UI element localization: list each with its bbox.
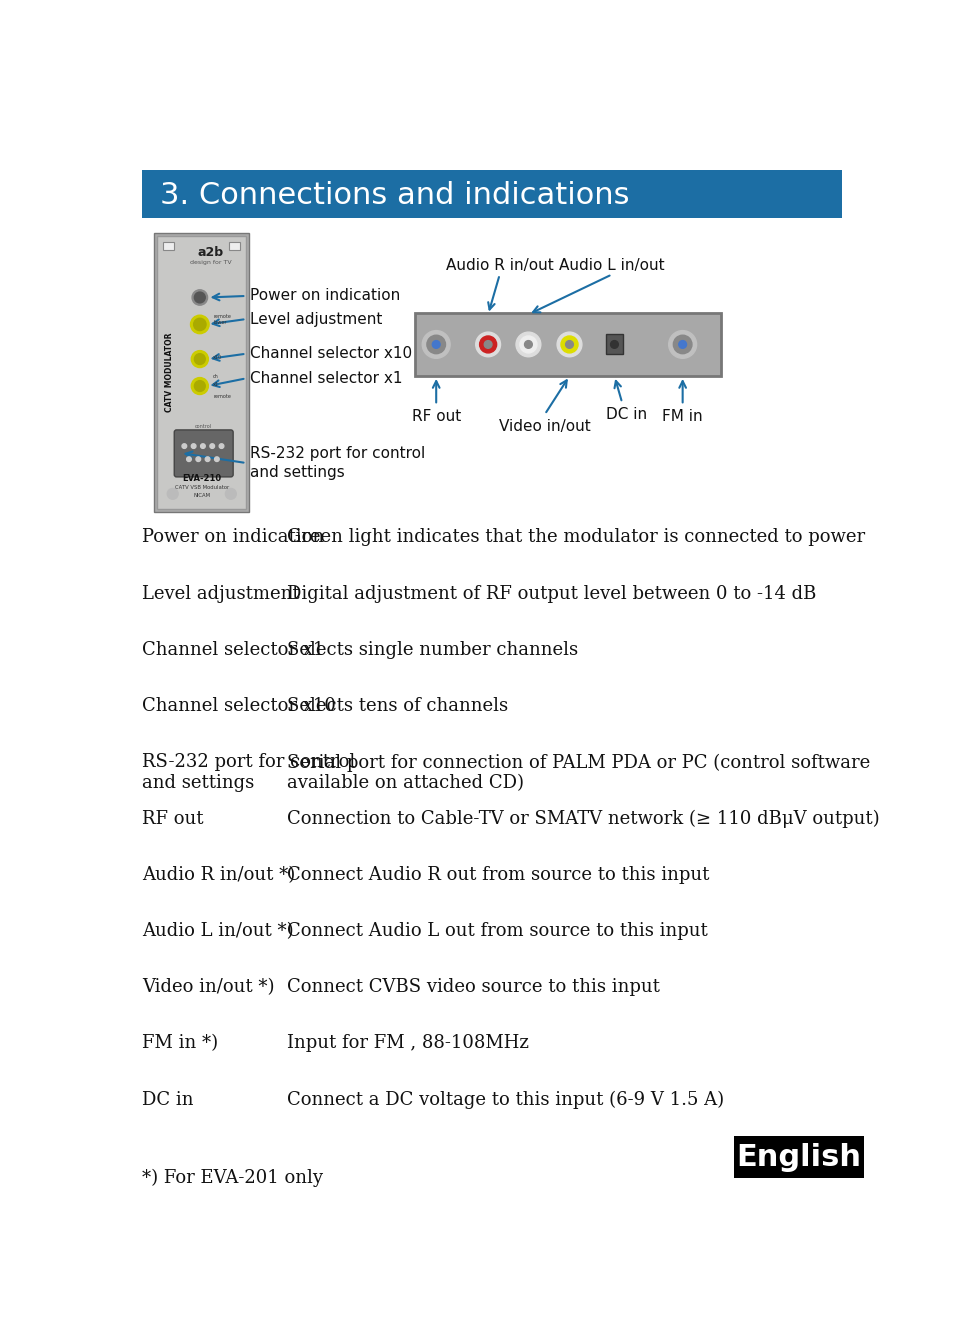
Text: remote: remote: [214, 314, 231, 319]
Text: Audio R in/out: Audio R in/out: [445, 258, 554, 273]
Circle shape: [611, 340, 618, 348]
Circle shape: [182, 444, 186, 449]
Text: 5: 5: [811, 1161, 824, 1178]
FancyBboxPatch shape: [157, 236, 247, 510]
Text: Audio L in/out: Audio L in/out: [560, 258, 665, 273]
Text: FM in: FM in: [662, 409, 703, 424]
Text: English: English: [736, 1143, 861, 1172]
Circle shape: [196, 457, 201, 462]
Circle shape: [524, 340, 532, 348]
Circle shape: [186, 457, 191, 462]
FancyBboxPatch shape: [606, 335, 623, 355]
Text: *) For EVA-201 only: *) For EVA-201 only: [142, 1168, 323, 1186]
Text: x10: x10: [213, 355, 222, 360]
Circle shape: [194, 293, 205, 303]
Text: Channel selector x10: Channel selector x10: [142, 698, 336, 715]
Circle shape: [205, 457, 210, 462]
Text: Green light indicates that the modulator is connected to power: Green light indicates that the modulator…: [287, 528, 865, 547]
Circle shape: [561, 336, 578, 354]
Circle shape: [210, 444, 214, 449]
Circle shape: [214, 457, 219, 462]
Text: CATV VSB Modulator: CATV VSB Modulator: [175, 485, 228, 490]
Text: Channel selector x1: Channel selector x1: [142, 641, 324, 659]
Circle shape: [480, 336, 496, 354]
Circle shape: [432, 340, 440, 348]
Text: Connect Audio L out from source to this input: Connect Audio L out from source to this …: [287, 922, 708, 940]
Text: Connect CVBS video source to this input: Connect CVBS video source to this input: [287, 978, 660, 996]
Circle shape: [557, 332, 582, 356]
Text: Video in/out *): Video in/out *): [142, 978, 275, 996]
Text: ch: ch: [213, 375, 219, 380]
Text: 3. Connections and indications: 3. Connections and indications: [160, 181, 630, 211]
FancyBboxPatch shape: [163, 242, 175, 250]
Text: Power on indication: Power on indication: [251, 289, 400, 303]
Circle shape: [190, 315, 209, 334]
FancyBboxPatch shape: [175, 430, 233, 477]
Text: NICAM: NICAM: [193, 493, 210, 498]
Text: DC in: DC in: [606, 406, 647, 422]
Circle shape: [679, 340, 686, 348]
Circle shape: [194, 354, 205, 364]
Text: Connection to Cable-TV or SMATV network (≥ 110 dBμV output): Connection to Cable-TV or SMATV network …: [287, 809, 879, 828]
Text: Audio L in/out *): Audio L in/out *): [142, 922, 294, 940]
Text: RF out: RF out: [142, 809, 204, 828]
Text: FM in *): FM in *): [142, 1034, 218, 1053]
FancyBboxPatch shape: [415, 312, 721, 376]
FancyBboxPatch shape: [229, 242, 240, 250]
Circle shape: [191, 351, 208, 368]
Text: Digital adjustment of RF output level between 0 to -14 dB: Digital adjustment of RF output level be…: [287, 585, 816, 602]
Circle shape: [516, 332, 540, 356]
Text: Serial port for connection of PALM PDA or PC (control software
available on atta: Serial port for connection of PALM PDA o…: [287, 753, 870, 792]
Circle shape: [194, 380, 205, 392]
Text: Video in/out: Video in/out: [499, 420, 590, 434]
Circle shape: [219, 444, 224, 449]
Text: Channel selector x1: Channel selector x1: [251, 371, 402, 385]
Text: Selects single number channels: Selects single number channels: [287, 641, 578, 659]
Circle shape: [201, 444, 205, 449]
Text: Audio R in/out *): Audio R in/out *): [142, 866, 295, 883]
Text: lower: lower: [214, 320, 228, 326]
Text: control: control: [195, 424, 212, 429]
Text: Selects tens of channels: Selects tens of channels: [287, 698, 508, 715]
Text: CATV MODULATOR: CATV MODULATOR: [165, 332, 174, 412]
Text: a2b: a2b: [198, 246, 224, 260]
Text: Connect Audio R out from source to this input: Connect Audio R out from source to this …: [287, 866, 709, 883]
Circle shape: [520, 336, 537, 354]
Circle shape: [192, 290, 207, 305]
Circle shape: [673, 335, 692, 354]
Text: design for TV: design for TV: [190, 260, 231, 265]
Text: RF out: RF out: [412, 409, 461, 424]
Text: RS-232 port for control
and settings: RS-232 port for control and settings: [142, 753, 355, 792]
Circle shape: [226, 489, 236, 499]
Circle shape: [191, 444, 196, 449]
Circle shape: [484, 340, 492, 348]
Text: Power on indication: Power on indication: [142, 528, 324, 547]
Circle shape: [167, 489, 179, 499]
Circle shape: [565, 340, 573, 348]
Text: Input for FM , 88-108MHz: Input for FM , 88-108MHz: [287, 1034, 529, 1053]
FancyBboxPatch shape: [155, 233, 250, 512]
Circle shape: [422, 331, 450, 359]
FancyBboxPatch shape: [142, 171, 842, 218]
Text: DC in: DC in: [142, 1091, 193, 1108]
Text: x1: x1: [213, 383, 219, 387]
Circle shape: [476, 332, 500, 356]
Text: Level adjustment: Level adjustment: [251, 311, 383, 327]
Text: RS-232 port for control
and settings: RS-232 port for control and settings: [251, 446, 425, 479]
Circle shape: [194, 318, 206, 331]
Text: EVA-210: EVA-210: [182, 474, 222, 483]
FancyBboxPatch shape: [733, 1136, 864, 1178]
Circle shape: [191, 377, 208, 395]
Text: Channel selector x10: Channel selector x10: [251, 346, 413, 361]
Text: Connect a DC voltage to this input (6-9 V 1.5 A): Connect a DC voltage to this input (6-9 …: [287, 1091, 724, 1108]
Text: Level adjustment: Level adjustment: [142, 585, 300, 602]
Circle shape: [427, 335, 445, 354]
Text: remote: remote: [213, 393, 230, 399]
Circle shape: [669, 331, 697, 359]
